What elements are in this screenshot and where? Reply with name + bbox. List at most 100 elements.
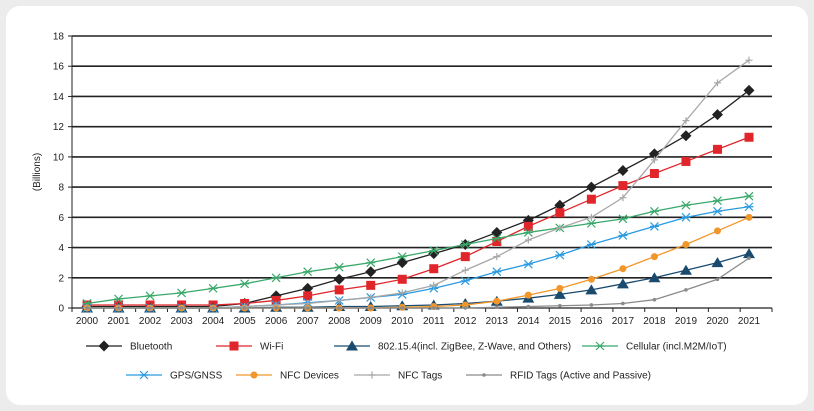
data-point [523,228,533,237]
data-point [744,191,754,201]
data-point [586,218,596,228]
data-point [713,79,721,87]
legend-label: NFC Devices [280,371,339,382]
data-point [649,169,659,179]
data-point [492,237,502,247]
legend-marker [346,340,358,351]
data-point [461,301,469,309]
data-point [429,246,439,256]
data-point [616,278,629,289]
data-point [649,206,659,216]
data-point [652,297,657,302]
data-point [397,274,407,284]
x-tick-label: 2013 [486,316,509,327]
y-tick-label: 8 [58,183,64,194]
data-point [556,284,564,292]
legend-label: Bluetooth [130,342,172,353]
y-tick-label: 10 [53,152,65,163]
data-point [744,132,754,142]
legend-item-6: NFC Tags [354,371,442,382]
data-point [556,224,564,232]
data-point [524,291,532,299]
data-point [711,109,723,121]
data-point [744,202,754,212]
data-point [302,282,314,294]
x-tick-label: 2014 [517,316,540,327]
data-point [681,200,691,210]
x-tick-label: 2007 [297,316,320,327]
data-point [712,144,722,154]
x-tick-label: 2000 [76,316,99,327]
x-tick-label: 2001 [107,316,130,327]
x-tick-label: 2011 [423,316,445,327]
series-3 [82,191,754,308]
data-point [585,284,598,295]
data-point [555,208,565,218]
axes [68,35,773,312]
y-tick-label: 14 [53,92,65,103]
legend-item-5: NFC Devices [236,371,339,382]
data-point [713,227,721,235]
data-point [114,294,124,304]
data-point [558,303,562,308]
data-point [743,248,755,259]
legend-label: GPS/GNSS [170,371,223,382]
series-layer [81,56,755,313]
data-point [745,213,753,221]
data-point [553,288,566,299]
legend-marker [595,341,605,351]
data-point [430,281,438,289]
x-tick-label: 2021 [738,316,761,327]
data-point [649,221,659,231]
y-axis-title: (Billions) [32,153,43,191]
data-point [397,252,407,262]
data-point [368,306,373,310]
data-point [585,181,597,193]
x-tick-label: 2015 [549,316,572,327]
data-point [554,199,566,211]
data-point [617,164,629,176]
y-tick-label: 18 [53,32,65,43]
x-tick-label: 2009 [360,316,383,327]
legend-marker [139,370,149,380]
data-point [679,264,692,275]
x-tick-label: 2019 [675,316,698,327]
y-tick-label: 4 [58,243,64,254]
data-point [745,56,753,64]
data-point [271,273,281,283]
legend-item-1: Wi-Fi [216,341,283,353]
data-point [621,301,625,306]
data-point [85,306,89,310]
data-point [431,306,436,310]
data-point [680,130,692,142]
data-point [618,214,628,224]
series-line [87,136,750,306]
legend-label: 802.15.4(incl. ZigBee, Z-Wave, and Other… [378,342,571,353]
data-point [715,277,720,282]
legend-marker [368,371,376,379]
data-point [460,276,470,286]
series-line [87,257,750,309]
data-point [523,221,533,231]
data-point [493,253,501,261]
data-point [712,196,722,206]
y-tick-label: 12 [53,122,65,133]
data-point [429,264,439,274]
legend-item-7: RFID Tags (Active and Passive) [466,371,651,382]
x-tick-label: 2017 [612,316,635,327]
data-point [400,306,405,310]
grid-lines [72,35,772,279]
legend-item-3: Cellular (incl.M2M/IoT) [582,342,727,353]
legend-marker [229,341,239,351]
data-point [650,253,658,261]
data-point [148,306,152,310]
x-tick-label: 2003 [170,316,193,327]
data-point [398,289,406,297]
data-point [747,256,751,260]
data-point [523,259,533,269]
data-point [145,291,155,301]
data-point [463,306,468,310]
legend-marker [98,340,110,352]
legend-marker [482,373,486,377]
